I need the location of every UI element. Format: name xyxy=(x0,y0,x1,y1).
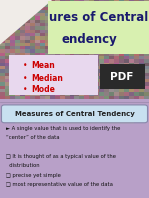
FancyBboxPatch shape xyxy=(1,105,148,123)
FancyBboxPatch shape xyxy=(9,55,98,95)
FancyBboxPatch shape xyxy=(100,64,145,89)
Text: ► A single value that is used to identify the: ► A single value that is used to identif… xyxy=(6,126,120,131)
FancyBboxPatch shape xyxy=(48,1,149,54)
Text: distribution: distribution xyxy=(6,163,40,168)
Text: •: • xyxy=(23,85,28,94)
Text: •: • xyxy=(23,61,28,70)
Text: PDF: PDF xyxy=(111,72,134,82)
Text: “center” of the data: “center” of the data xyxy=(6,135,59,140)
Polygon shape xyxy=(0,0,52,45)
Text: Mean: Mean xyxy=(31,61,55,70)
Text: ❑ It is thought of as a typical value of the: ❑ It is thought of as a typical value of… xyxy=(6,154,116,159)
Text: ❑ precise yet simple: ❑ precise yet simple xyxy=(6,173,61,178)
Text: endency: endency xyxy=(62,33,117,46)
Text: _______________________________________________: ________________________________________… xyxy=(48,106,101,107)
Text: ures of Central: ures of Central xyxy=(49,11,148,24)
Text: ❑ most representative value of the data: ❑ most representative value of the data xyxy=(6,182,113,187)
Text: •: • xyxy=(23,74,28,83)
Text: Mode: Mode xyxy=(31,85,55,94)
Text: Measures of Central Tendency: Measures of Central Tendency xyxy=(15,111,134,117)
Text: Median: Median xyxy=(31,74,63,83)
